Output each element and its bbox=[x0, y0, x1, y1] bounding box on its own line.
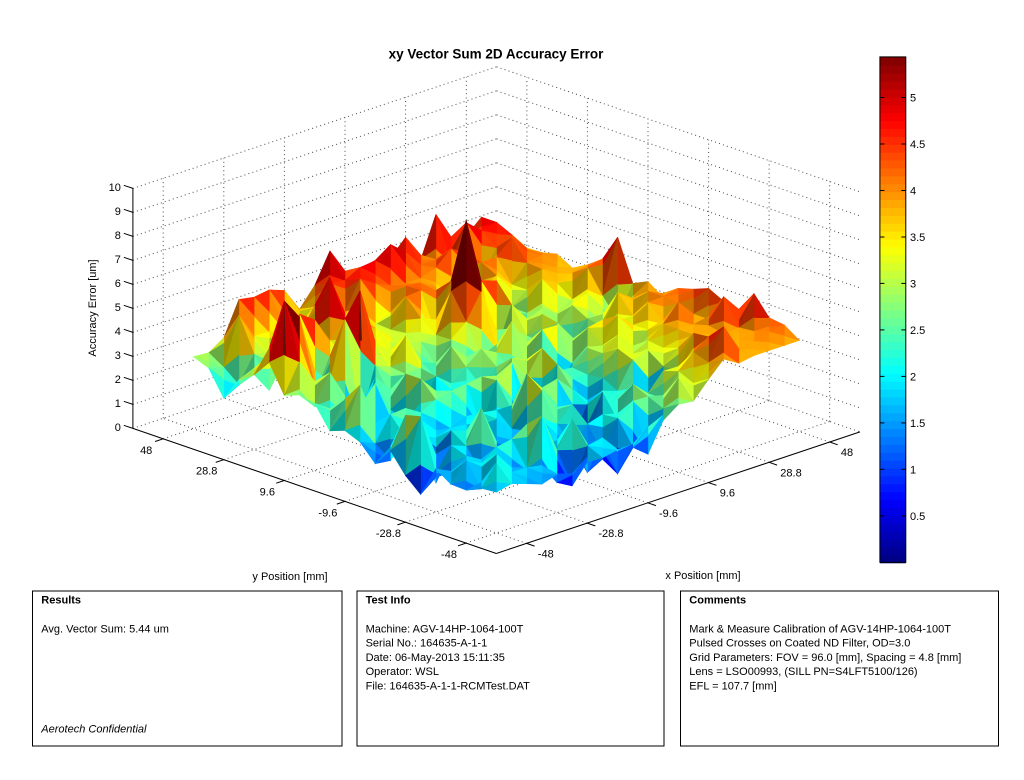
svg-text:-28.8: -28.8 bbox=[376, 528, 401, 540]
svg-text:Comments: Comments bbox=[689, 595, 746, 607]
svg-text:2.5: 2.5 bbox=[910, 325, 925, 337]
svg-text:EFL = 107.7 [mm]: EFL = 107.7 [mm] bbox=[689, 681, 776, 693]
svg-text:4: 4 bbox=[115, 326, 121, 338]
svg-text:3: 3 bbox=[910, 278, 916, 290]
svg-text:File: 164635-A-1-1-RCMTest.DAT: File: 164635-A-1-1-RCMTest.DAT bbox=[366, 681, 531, 693]
svg-text:-9.6: -9.6 bbox=[659, 508, 678, 520]
svg-text:5: 5 bbox=[115, 302, 121, 314]
svg-text:28.8: 28.8 bbox=[196, 466, 217, 478]
svg-text:Avg. Vector Sum: 5.44 um: Avg. Vector Sum: 5.44 um bbox=[41, 623, 169, 635]
svg-text:8: 8 bbox=[115, 230, 121, 242]
svg-text:1.5: 1.5 bbox=[910, 418, 925, 430]
svg-text:Grid Parameters: FOV = 96.0 [m: Grid Parameters: FOV = 96.0 [mm], Spacin… bbox=[689, 652, 961, 664]
svg-text:Date: 06-May-2013 15:11:35: Date: 06-May-2013 15:11:35 bbox=[366, 652, 505, 664]
svg-text:4.5: 4.5 bbox=[910, 139, 925, 151]
svg-text:Mark & Measure Calibration of: Mark & Measure Calibration of AGV-14HP-1… bbox=[689, 623, 951, 635]
svg-text:10: 10 bbox=[109, 182, 121, 194]
svg-text:1: 1 bbox=[115, 398, 121, 410]
svg-text:Accuracy Error [um]: Accuracy Error [um] bbox=[87, 259, 99, 356]
svg-text:3.5: 3.5 bbox=[910, 232, 925, 244]
svg-text:7: 7 bbox=[115, 254, 121, 266]
svg-text:Results: Results bbox=[41, 595, 81, 607]
svg-text:Lens = LSO00993, (SILL PN=S4LF: Lens = LSO00993, (SILL PN=S4LFT5100/126) bbox=[689, 666, 917, 678]
svg-text:9.6: 9.6 bbox=[260, 487, 275, 499]
svg-text:1: 1 bbox=[910, 464, 916, 476]
svg-text:6: 6 bbox=[115, 278, 121, 290]
svg-text:Test Info: Test Info bbox=[366, 595, 411, 607]
svg-text:-28.8: -28.8 bbox=[598, 528, 623, 540]
svg-text:Serial No.: 164635-A-1-1: Serial No.: 164635-A-1-1 bbox=[366, 638, 488, 650]
svg-text:0.5: 0.5 bbox=[910, 511, 925, 523]
svg-text:9: 9 bbox=[115, 206, 121, 218]
svg-text:y Position [mm]: y Position [mm] bbox=[252, 571, 327, 583]
svg-text:48: 48 bbox=[841, 447, 853, 459]
svg-text:28.8: 28.8 bbox=[780, 467, 801, 479]
svg-text:2: 2 bbox=[115, 374, 121, 386]
svg-text:xy Vector Sum 2D Accuracy Erro: xy Vector Sum 2D Accuracy Error bbox=[389, 47, 605, 62]
svg-text:9.6: 9.6 bbox=[720, 488, 735, 500]
svg-text:-9.6: -9.6 bbox=[318, 507, 337, 519]
svg-text:Pulsed Crosses on Coated ND Fi: Pulsed Crosses on Coated ND Filter, OD=3… bbox=[689, 638, 910, 650]
svg-text:0: 0 bbox=[115, 422, 121, 434]
svg-text:-48: -48 bbox=[538, 548, 554, 560]
svg-text:-48: -48 bbox=[441, 549, 457, 561]
svg-text:x Position [mm]: x Position [mm] bbox=[665, 570, 740, 582]
svg-text:5: 5 bbox=[910, 93, 916, 105]
svg-text:4: 4 bbox=[910, 186, 916, 198]
svg-text:Operator: WSL: Operator: WSL bbox=[366, 666, 439, 678]
svg-text:2: 2 bbox=[910, 371, 916, 383]
svg-text:Machine: AGV-14HP-1064-100T: Machine: AGV-14HP-1064-100T bbox=[366, 623, 524, 635]
svg-text:Aerotech Confidential: Aerotech Confidential bbox=[40, 723, 147, 735]
svg-text:48: 48 bbox=[140, 445, 152, 457]
svg-text:3: 3 bbox=[115, 350, 121, 362]
